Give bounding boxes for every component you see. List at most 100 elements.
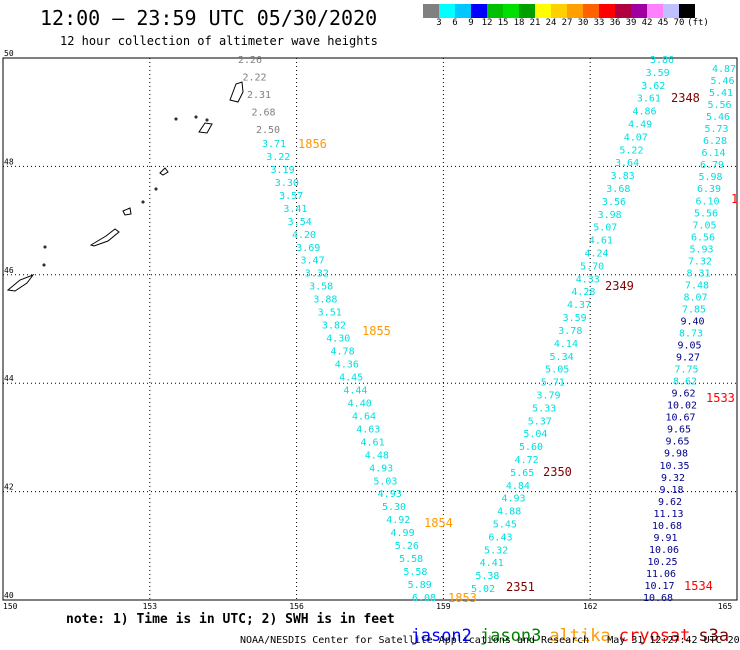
track-c-value: 5.46 (710, 76, 734, 87)
time-label: 1853 (448, 591, 477, 605)
legend-label: 3 (436, 18, 442, 28)
track-c-value: 7.48 (685, 280, 709, 291)
track-c-value: 7.75 (674, 365, 698, 376)
track-a-value: 5.89 (408, 580, 432, 591)
mission-altika: altika (549, 626, 611, 646)
track-a-value: 4.63 (356, 424, 380, 435)
track-c-value: 7.85 (682, 304, 706, 315)
track-c-value: 5.98 (698, 172, 722, 183)
legend-label: 42 (641, 18, 653, 28)
track-b-value: 4.14 (554, 339, 578, 350)
track-b-value: 4.49 (628, 120, 652, 131)
time-label: 1855 (362, 324, 391, 338)
legend-label: 12 (481, 18, 493, 28)
track-b-value: 3.83 (611, 171, 635, 182)
track-b-value: 3.98 (598, 210, 622, 221)
time-label: 1 (731, 192, 738, 206)
island-outline (159, 167, 169, 176)
track-b-value: 5.33 (532, 403, 556, 414)
track-a-value: 4.64 (352, 411, 376, 422)
track-a-value: 3.82 (322, 321, 346, 332)
track-b-value: 5.02 (471, 584, 495, 595)
track-b-value: 3.79 (536, 390, 560, 401)
lat-tick-label: 40 (4, 591, 14, 600)
lat-tick-label: 48 (4, 157, 14, 166)
track-c-value: 10.02 (667, 401, 697, 412)
legend-label: 70 (673, 18, 685, 28)
track-a-value: 3.88 (313, 295, 337, 306)
track-b-value: 3.56 (602, 197, 626, 208)
track-a-value: 5.30 (382, 502, 406, 513)
legend-swatch (631, 4, 647, 18)
track-b-value: 3.64 (615, 158, 639, 169)
island-outline (122, 207, 132, 216)
lon-tick-label: 165 (718, 602, 733, 611)
island-outline (6, 273, 35, 292)
track-c-value: 6.56 (691, 232, 715, 243)
track-b-value: 5.34 (550, 352, 574, 363)
track-c-value: 6.10 (695, 196, 719, 207)
track-c-value: 9.27 (676, 353, 700, 364)
legend-swatch (423, 4, 439, 18)
legend-label: 21 (529, 18, 541, 28)
legend-label: (ft) (687, 18, 709, 28)
track-c-value: 10.17 (644, 581, 674, 592)
legend-swatch (519, 4, 535, 18)
track-b-value: 5.45 (493, 519, 517, 530)
map-title: 12:00 – 23:59 UTC 05/30/2020 (40, 6, 378, 30)
legend-label: 6 (452, 18, 458, 28)
island-dot (141, 200, 145, 204)
track-b-value: 3.61 (637, 94, 661, 105)
track-b-value: 4.24 (584, 249, 608, 260)
track-b-value: 5.37 (528, 416, 552, 427)
track-b-value: 4.84 (506, 481, 530, 492)
mission-legend: jason2 jason3 altika cryosat s3a (390, 606, 737, 646)
color-legend: 3 6 9 12 15 18 21 24 27 30 33 36 39 42 45 70 (ft) (423, 4, 709, 28)
time-label: 1854 (424, 516, 453, 530)
track-b-value: 4.93 (502, 494, 526, 505)
track-c-value: 10.67 (665, 413, 695, 424)
track-c-value: 10.68 (643, 593, 673, 604)
track-c-value: 6.39 (697, 184, 721, 195)
track-a-value: 4.44 (343, 385, 367, 396)
island-dot (205, 118, 209, 122)
mission-s3a: s3a (698, 626, 730, 646)
track-a-value: 3.54 (288, 217, 312, 228)
time-label: 1856 (298, 137, 327, 151)
time-label: 2349 (605, 279, 634, 293)
track-a-value: 3.47 (301, 256, 325, 267)
track-a-value: 4.30 (326, 334, 350, 345)
track-c-value: 5.46 (706, 112, 730, 123)
track-a-value: 5.03 (373, 476, 397, 487)
track-a-value: 4.61 (361, 437, 385, 448)
track-a-value: 3.22 (266, 152, 290, 163)
map-note: note: 1) Time is in UTC; 2) SWH is in fe… (66, 612, 395, 627)
track-b-value: 5.38 (475, 571, 499, 582)
island-dot (174, 117, 178, 121)
track-c-value: 5.41 (709, 88, 733, 99)
track-a-value: 4.20 (292, 230, 316, 241)
track-b-value: 4.72 (515, 455, 539, 466)
track-c-value: 6.14 (701, 148, 725, 159)
track-c-value: 5.73 (704, 124, 728, 135)
map-frame (2, 57, 738, 601)
track-c-value: 9.32 (661, 473, 685, 484)
footer-credit: NOAA/NESDIS Center for Satellite Applica… (240, 635, 740, 646)
track-b-value: 5.07 (593, 223, 617, 234)
track-b-value: 3.59 (646, 68, 670, 79)
track-a-value: 5.26 (395, 541, 419, 552)
legend-swatches (423, 4, 709, 18)
track-a-value: 2.50 (256, 125, 280, 136)
track-b-value: 4.41 (480, 558, 504, 569)
lat-tick-label: 46 (4, 266, 14, 275)
axis-labels: 150 153 156 159 162 165 50 48 46 44 42 40 (3, 49, 732, 611)
track-b-value: 4.07 (624, 132, 648, 143)
legend-label: 27 (561, 18, 573, 28)
track-b-value: 5.32 (484, 545, 508, 556)
legend-swatch (663, 4, 679, 18)
island-outline (229, 81, 244, 103)
track-c-value: 11.13 (653, 509, 683, 520)
legend-swatch (567, 4, 583, 18)
track-c-value: 9.91 (653, 533, 677, 544)
mission-jason3: jason3 (479, 626, 542, 646)
